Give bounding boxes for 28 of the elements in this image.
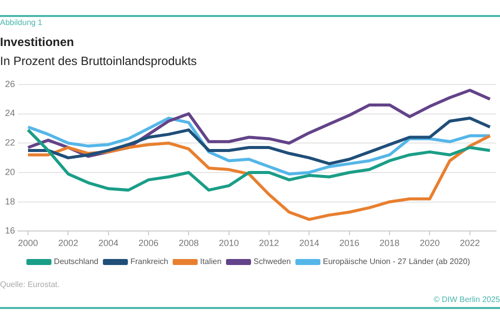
x-tick-label: 2020 [420,238,440,248]
y-tick-label: 26 [4,78,16,89]
x-tick-label: 2002 [58,238,78,248]
y-tick-label: 16 [4,226,16,236]
legend-label: Italien [200,257,222,266]
legend-label: Frankreich [130,257,168,266]
chart-title: Investitionen [0,35,74,49]
x-tick-label: 2008 [178,238,199,248]
legend-label: Schweden [254,257,291,266]
text: Abbildung 1 [0,18,42,27]
x-tick-label: 2000 [18,238,38,248]
x-tick-label: 2012 [259,238,280,248]
x-tick-label: 2010 [218,238,239,248]
x-tick-label: 2006 [138,238,159,248]
x-tick-label: 2014 [299,238,320,248]
source-note: Quelle: Eurostat. [0,280,60,289]
chart-subtitle: In Prozent des Bruttoinlandsprodukts [0,54,197,68]
x-tick-label: 2016 [339,238,360,248]
x-tick-label: 2018 [380,238,400,248]
x-tick-label: 2022 [460,238,480,248]
y-tick-label: 22 [4,138,16,148]
x-tick-label: 2004 [98,238,118,248]
legend-label: Europäische Union - 27 Länder (ab 2020) [322,257,470,266]
y-tick-label: 24 [4,108,16,118]
y-tick-label: 20 [4,166,16,177]
legend-label: Deutschland [54,257,98,266]
y-tick-label: 18 [4,196,16,206]
text: © DIW Berlin 2025 [434,295,500,304]
